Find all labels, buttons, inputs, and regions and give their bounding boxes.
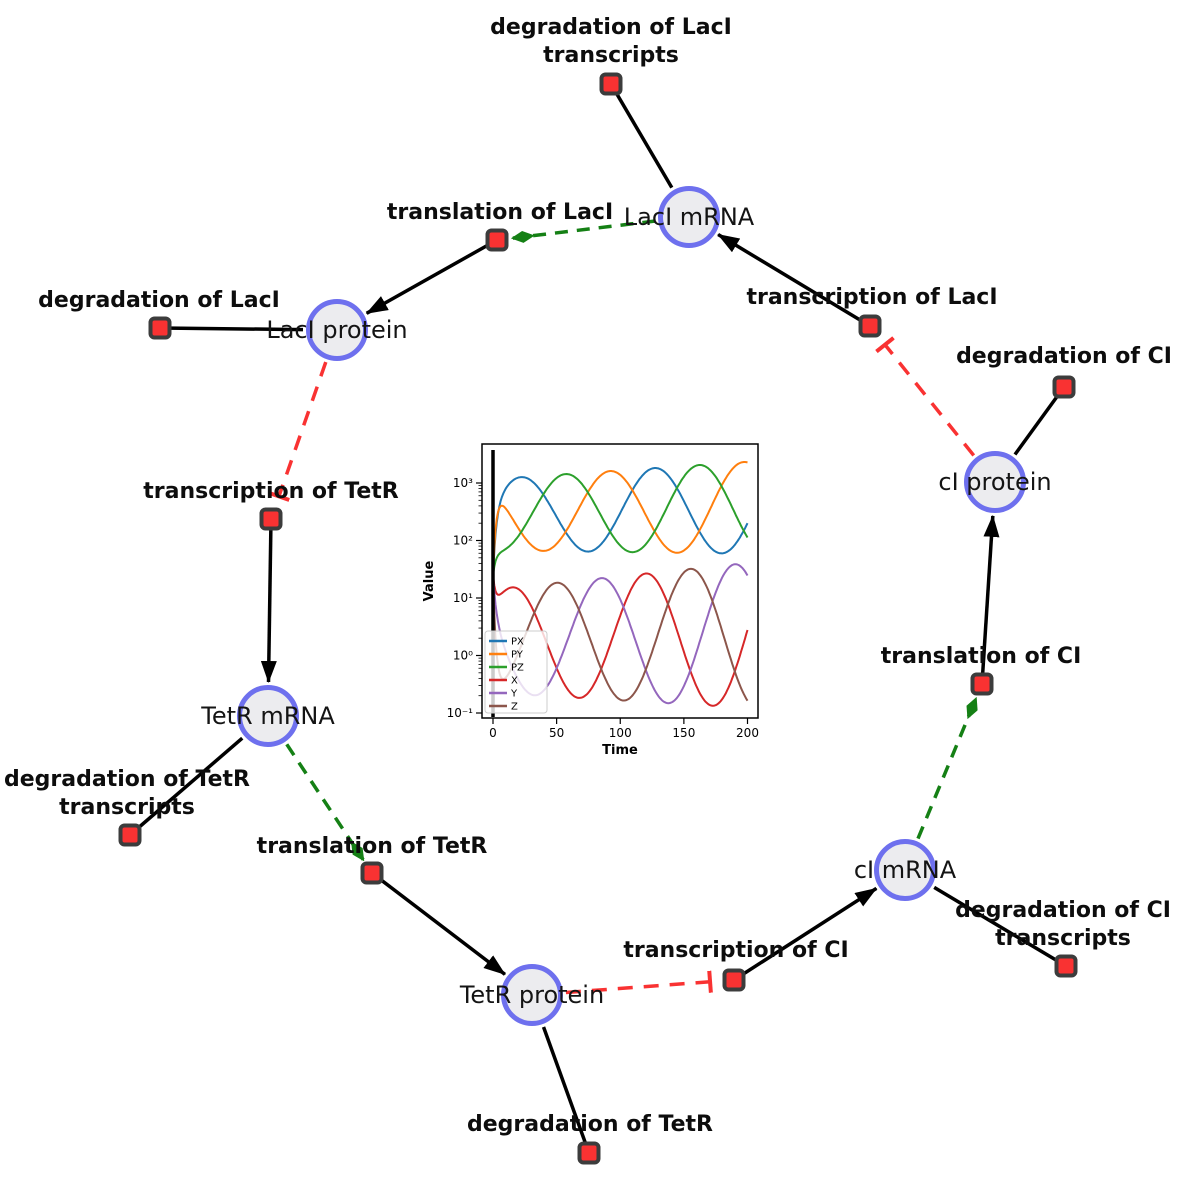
y-tick-label: 10⁰ <box>453 649 473 663</box>
edge-ci-mrna-to-deg-ci-tx <box>933 885 1067 968</box>
edge-tl-laci-to-laci-protein <box>365 238 498 315</box>
reaction-label-tl-ci: translation of CI <box>880 644 1082 669</box>
species-label-laci-mrna: LacI mRNA <box>623 203 755 231</box>
y-tick-label: 10⁻¹ <box>447 706 474 720</box>
edge-laci-protein-to-tx-tetr <box>267 361 328 502</box>
species-label-ci-mrna: cI mRNA <box>853 856 957 884</box>
reaction-node-tl-ci <box>970 672 994 696</box>
reaction-label-deg-tetr: degradation of TetR <box>466 1112 714 1137</box>
species-label-laci-protein: LacI protein <box>266 316 408 344</box>
x-tick-label: 150 <box>672 726 695 740</box>
reaction-node-deg-laci <box>148 316 172 340</box>
reaction-node-deg-tetr <box>577 1141 601 1165</box>
x-tick-label: 200 <box>736 726 759 740</box>
edge-tetr-protein-to-deg-tetr <box>541 1026 591 1154</box>
edge-ci-protein-to-tx-laci <box>875 336 976 457</box>
legend-label-PY: PY <box>511 650 524 661</box>
species-node-laci-protein <box>306 299 368 361</box>
edge-laci-protein-to-deg-laci <box>159 326 304 332</box>
legend-label-Z: Z <box>511 702 518 713</box>
y-tick-label: 10³ <box>453 476 473 490</box>
series-Z <box>492 567 749 702</box>
reaction-label-tx-ci: transcription of CI <box>623 938 849 963</box>
species-node-laci-mrna <box>658 186 720 248</box>
reaction-label-deg-tetr-tx: degradation of TetR transcripts <box>3 767 251 820</box>
edge-tx-tetr-to-tetr-mrna <box>260 518 277 684</box>
series-X <box>492 572 749 707</box>
species-label-tetr-mrna: TetR mRNA <box>201 702 335 730</box>
edge-tl-ci-to-ci-protein <box>980 514 1000 685</box>
reaction-node-tx-ci <box>722 968 746 992</box>
y-tick-label: 10² <box>453 534 473 548</box>
legend-label-X: X <box>511 676 518 687</box>
reaction-label-tx-laci: transcription of LacI <box>746 285 998 310</box>
series-PY <box>492 461 748 576</box>
reaction-node-deg-ci-tx <box>1054 954 1078 978</box>
x-axis-label: Time <box>602 743 638 758</box>
series-PX <box>492 467 749 576</box>
reaction-node-deg-laci-tx <box>599 72 623 96</box>
species-node-tetr-protein <box>501 964 563 1026</box>
edge-tx-laci-to-laci-mrna <box>717 233 871 328</box>
species-node-tetr-mrna <box>237 685 299 747</box>
species-node-ci-mrna <box>874 839 936 901</box>
species-label-ci-protein: cI protein <box>938 468 1052 496</box>
x-tick-label: 0 <box>489 726 497 740</box>
legend-label-Y: Y <box>510 689 518 700</box>
x-tick-label: 100 <box>609 726 632 740</box>
x-tick-label: 50 <box>549 726 564 740</box>
reaction-node-tx-laci <box>858 314 882 338</box>
y-axis-label: Value <box>422 560 437 601</box>
reaction-label-deg-ci-tx: degradation of CI transcripts <box>955 898 1171 951</box>
reaction-label-deg-ci: degradation of CI <box>956 344 1172 369</box>
reaction-node-tl-laci <box>485 228 509 252</box>
species-node-ci-protein <box>964 451 1026 513</box>
species-label-tetr-protein: TetR protein <box>459 981 605 1009</box>
reaction-node-tx-tetr <box>259 507 283 531</box>
edge-tx-ci-to-ci-mrna <box>733 886 878 982</box>
y-tick-label: 10¹ <box>453 591 473 605</box>
edge-ci-mrna-to-tl-ci <box>916 696 978 840</box>
reaction-node-deg-ci <box>1052 375 1076 399</box>
reaction-label-tl-laci: translation of LacI <box>386 200 614 225</box>
reaction-label-tl-tetr: translation of TetR <box>256 834 488 859</box>
edge-tl-tetr-to-tetr-protein <box>370 871 507 976</box>
legend-label-PX: PX <box>511 637 524 648</box>
reaction-label-deg-laci-tx: degradation of LacI transcripts <box>490 15 732 68</box>
series-PZ <box>492 464 749 576</box>
edge-laci-mrna-to-tl-laci <box>510 219 656 243</box>
reaction-label-tx-tetr: transcription of TetR <box>143 479 399 504</box>
legend-label-PZ: PZ <box>511 663 524 674</box>
reaction-label-deg-laci: degradation of LacI <box>38 288 280 313</box>
reaction-node-deg-tetr-tx <box>118 823 142 847</box>
edge-laci-mrna-to-deg-laci-tx <box>609 83 674 189</box>
reaction-node-tl-tetr <box>360 861 384 885</box>
edge-tetr-mrna-to-tl-tetr <box>285 743 365 862</box>
edge-tetr-mrna-to-deg-tetr-tx <box>128 736 244 837</box>
